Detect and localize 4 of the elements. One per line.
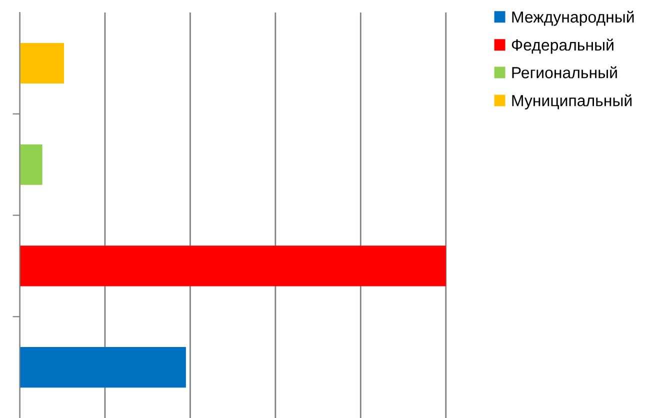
legend-label: Региональный xyxy=(512,66,617,78)
legend-label: Международный xyxy=(512,10,634,26)
legend-label: Муниципальный xyxy=(512,94,632,110)
legend-label: Федеральный xyxy=(512,38,614,54)
